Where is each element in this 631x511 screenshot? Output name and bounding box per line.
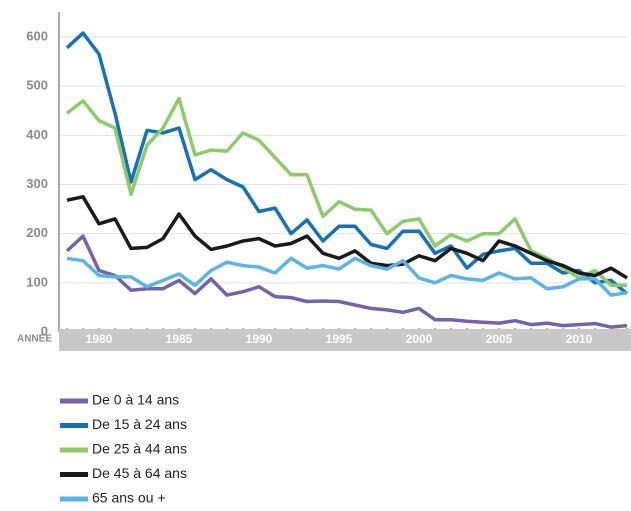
- y-tick-label: 0: [41, 323, 48, 338]
- y-tick-label: 300: [26, 176, 48, 191]
- legend-label: De 25 à 44 ans: [92, 441, 187, 457]
- legend-label: 65 ans ou +: [92, 490, 166, 506]
- x-tick-label: 1985: [166, 332, 193, 346]
- series-line: [66, 256, 628, 297]
- series-line: [66, 195, 628, 280]
- series-line: [65, 234, 628, 329]
- legend-label: De 0 à 14 ans: [92, 392, 179, 408]
- x-tick-label: 1990: [246, 332, 273, 346]
- x-tick-label: 1980: [86, 332, 113, 346]
- x-tick-label: 1995: [326, 332, 353, 346]
- x-tick-label: 2005: [486, 332, 513, 346]
- legend-label: De 45 à 64 ans: [92, 465, 187, 481]
- x-tick-label: 2000: [406, 332, 433, 346]
- y-tick-label: 600: [26, 28, 48, 43]
- y-tick-label: 100: [26, 274, 48, 289]
- series-line: [65, 96, 627, 288]
- y-tick-label: 400: [26, 127, 48, 142]
- legend-label: De 15 à 24 ans: [92, 416, 187, 432]
- x-axis-band: [59, 329, 631, 351]
- y-tick-label: 500: [26, 78, 48, 93]
- y-tick-label: 200: [26, 225, 48, 240]
- x-tick-label: 2010: [566, 332, 593, 346]
- x-axis-label: ANNÉE: [17, 332, 52, 345]
